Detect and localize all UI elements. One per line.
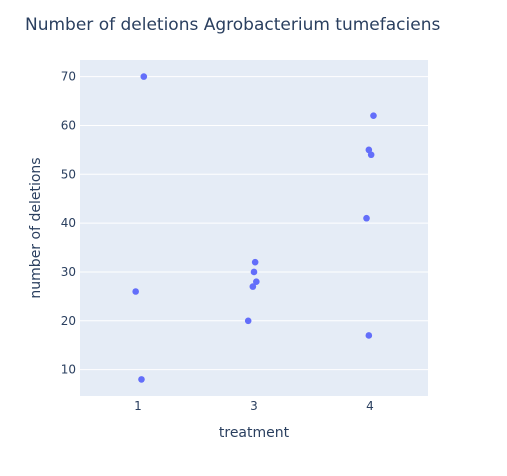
y-axis-title: number of deletions [28, 157, 44, 298]
data-point[interactable] [365, 332, 373, 339]
x-tick-label: 4 [366, 399, 374, 413]
plot-area [80, 60, 428, 396]
x-tick-labels: 1 3 4 [134, 399, 374, 413]
y-tick-label: 60 [61, 118, 76, 132]
y-tick-label: 30 [61, 265, 76, 279]
data-point[interactable] [253, 278, 260, 286]
data-point[interactable] [140, 73, 148, 80]
data-point[interactable] [370, 112, 377, 119]
x-tick-label: 1 [134, 399, 142, 413]
data-point[interactable] [250, 268, 258, 276]
y-tick-label: 40 [61, 216, 76, 230]
data-point[interactable] [244, 317, 252, 325]
data-point[interactable] [367, 151, 375, 159]
data-point[interactable] [138, 376, 145, 383]
y-tick-label: 50 [61, 167, 76, 181]
x-axis-title: treatment [219, 425, 290, 441]
y-tick-label: 20 [61, 314, 76, 328]
x-tick-label: 3 [250, 399, 258, 413]
y-tick-label: 70 [61, 70, 76, 84]
data-point[interactable] [132, 288, 139, 295]
data-point[interactable] [363, 214, 370, 222]
y-tick-label: 10 [61, 363, 76, 377]
data-point[interactable] [251, 258, 259, 266]
data-point[interactable] [249, 283, 257, 290]
data-points [132, 73, 377, 383]
data-point[interactable] [365, 146, 373, 154]
y-tick-labels: 10 20 30 40 50 60 70 [61, 70, 76, 377]
chart-title: Number of deletions Agrobacterium tumefa… [25, 15, 440, 35]
